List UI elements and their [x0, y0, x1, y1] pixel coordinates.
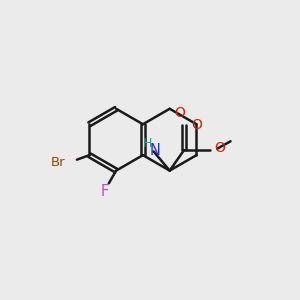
Text: H: H [142, 137, 152, 150]
Text: O: O [191, 118, 202, 132]
Text: O: O [174, 106, 185, 120]
Text: F: F [101, 184, 109, 199]
Text: O: O [214, 141, 225, 155]
Text: Br: Br [50, 156, 65, 169]
Text: N: N [149, 143, 160, 158]
